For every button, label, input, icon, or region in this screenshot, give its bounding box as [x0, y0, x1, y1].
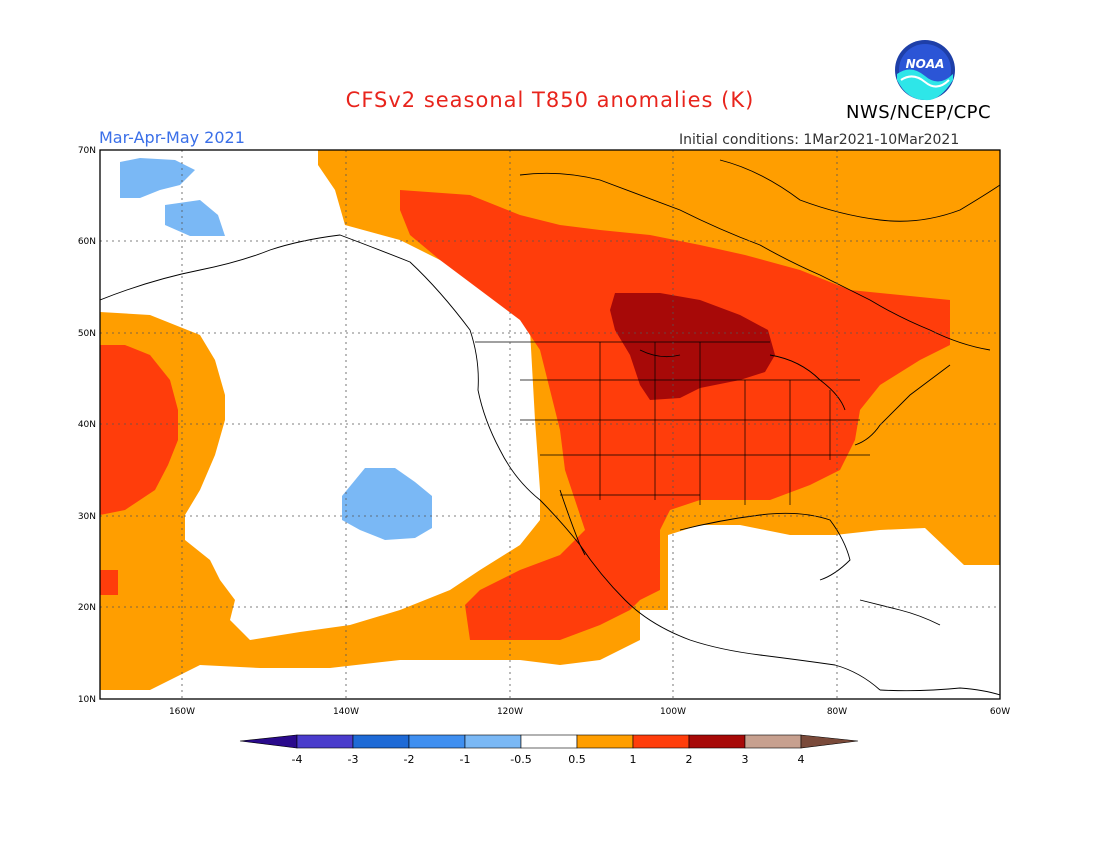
lon-label: 120W	[497, 707, 523, 717]
colorbar-label: -3	[348, 753, 359, 766]
colorbar-label: -2	[404, 753, 415, 766]
initial-conditions-label: Initial conditions: 1Mar2021-10Mar2021	[679, 132, 960, 148]
map-grid	[100, 150, 1000, 699]
lat-labels: 70N 60N 50N 40N 30N 20N 10N	[78, 146, 96, 705]
colorbar-box	[520, 734, 578, 749]
lat-label: 40N	[78, 420, 96, 430]
colorbar-box	[464, 734, 522, 749]
colorbar	[239, 734, 859, 749]
lon-label: 80W	[827, 707, 847, 717]
coastlines	[100, 159, 1000, 696]
colorbar-label: 0.5	[568, 753, 586, 766]
lat-label: 50N	[78, 329, 96, 339]
lat-label: 10N	[78, 695, 96, 705]
colorbar-label: 1	[630, 753, 637, 766]
lat-label: 60N	[78, 237, 96, 247]
colorbar-box	[352, 734, 410, 749]
colorbar-label: 4	[798, 753, 805, 766]
lon-label: 140W	[333, 707, 359, 717]
anomaly-region-red-north-america	[400, 190, 950, 640]
agency-label: NWS/NCEP/CPC	[846, 102, 992, 123]
season-label: Mar-Apr-May 2021	[99, 128, 245, 147]
noaa-logo: NOAA	[895, 40, 955, 101]
colorbar-box	[296, 734, 354, 749]
colorbar-arrow-high	[800, 734, 859, 749]
lon-label: 100W	[660, 707, 686, 717]
lat-label: 30N	[78, 512, 96, 522]
anomaly-region-blue-aleutian	[165, 200, 225, 236]
lon-label: 160W	[169, 707, 195, 717]
anomaly-region-blue-bering	[120, 158, 195, 198]
chart-title: CFSv2 seasonal T850 anomalies (K)	[345, 88, 755, 112]
lon-label: 60W	[990, 707, 1010, 717]
colorbar-arrow-low	[239, 734, 298, 749]
anomaly-region-blue-central-pacific	[342, 468, 432, 540]
lon-labels: 160W 140W 120W 100W 80W 60W	[169, 707, 1010, 717]
colorbar-label: 3	[742, 753, 749, 766]
colorbar-label: -1	[460, 753, 471, 766]
anomaly-region-red-small	[100, 570, 118, 595]
noaa-logo-text: NOAA	[906, 57, 945, 71]
colorbar-box	[632, 734, 690, 749]
colorbar-label: 2	[686, 753, 693, 766]
anomaly-region-red-pacific	[100, 345, 178, 515]
colorbar-label: -4	[292, 753, 303, 766]
colorbar-labels: -4 -3 -2 -1 -0.5 0.5 1 2 3 4	[292, 753, 805, 766]
colorbar-box	[408, 734, 466, 749]
map-frame	[99, 149, 1001, 700]
colorbar-box	[576, 734, 634, 749]
colorbar-box	[744, 734, 802, 749]
borders	[475, 341, 870, 505]
lat-label: 70N	[78, 146, 96, 156]
colorbar-label: -0.5	[510, 753, 531, 766]
anomaly-region-darkred	[610, 293, 775, 400]
lat-label: 20N	[78, 603, 96, 613]
colorbar-box	[688, 734, 746, 749]
